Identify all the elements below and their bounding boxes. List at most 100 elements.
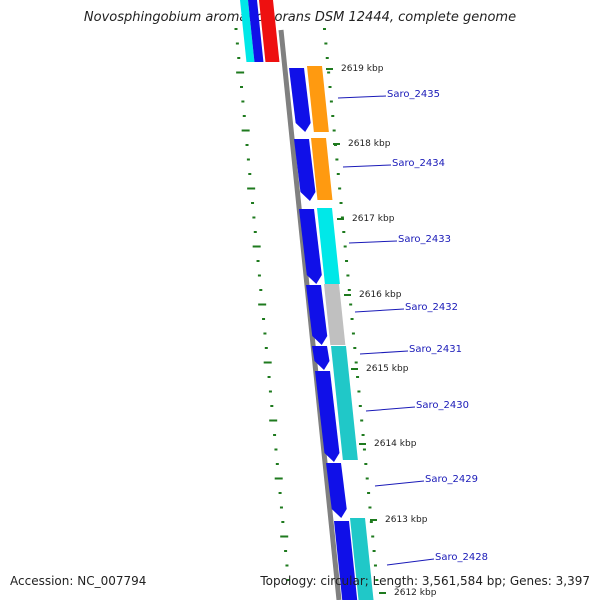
gc-dot: [353, 347, 357, 349]
tick-mark: [326, 68, 333, 70]
tick-mark: [370, 519, 377, 521]
gc-dot: [270, 405, 274, 407]
tick-label: 2619 kbp: [341, 64, 384, 74]
gc-dot: [240, 86, 244, 88]
gc-dot: [237, 57, 241, 59]
gc-dot: [246, 158, 250, 161]
gc-dot: [328, 86, 332, 88]
gc-dot: [354, 361, 358, 364]
gc-dot: [247, 187, 256, 190]
tick-mark: [344, 294, 351, 296]
tick-mark: [333, 143, 340, 145]
gc-dot: [268, 390, 272, 393]
cds-arrow: [312, 346, 330, 370]
gc-dot: [375, 579, 379, 581]
gc-dot: [362, 448, 366, 451]
gene-label: Saro_2431: [409, 344, 462, 355]
gc-dot: [349, 303, 353, 306]
gc-dot: [256, 260, 260, 262]
gc-dot: [356, 376, 360, 378]
gc-skew-track: [234, 28, 379, 581]
cds-arrow: [315, 371, 340, 462]
tick-label: 2613 kbp: [385, 515, 428, 525]
gene-label: Saro_2428: [435, 552, 488, 563]
gc-dot: [347, 289, 351, 291]
gc-dot: [248, 173, 252, 175]
gc-dot: [273, 434, 277, 436]
gc-dot: [236, 71, 245, 74]
gene-label: Saro_2435: [387, 89, 440, 100]
gc-dot: [279, 506, 283, 509]
cog-block: [307, 66, 329, 132]
cds-block: [248, 0, 264, 62]
cds-arrow: [294, 139, 316, 201]
gc-dot: [339, 202, 343, 204]
gc-dot: [242, 115, 246, 117]
cds-arrow: [306, 285, 328, 345]
gene-label-line: [337, 95, 387, 99]
gc-dot: [275, 463, 279, 465]
rna-block: [259, 0, 280, 62]
gc-dot: [263, 332, 267, 335]
tick-label: 2616 kbp: [359, 290, 402, 300]
gc-dot: [285, 564, 289, 567]
gc-dot: [332, 129, 336, 132]
gc-dot: [252, 216, 256, 219]
gc-dot: [257, 274, 261, 277]
cds-arrow: [289, 68, 311, 132]
cog-block: [324, 284, 346, 345]
gene-label-line: [365, 406, 416, 412]
gene-label: Saro_2429: [425, 474, 478, 485]
cds-block: [240, 0, 255, 62]
gc-dot: [259, 289, 263, 291]
gene-label-line: [348, 240, 398, 244]
gc-dot: [342, 231, 346, 233]
gc-dot: [253, 231, 257, 233]
gc-dot: [336, 173, 340, 175]
gc-dot: [365, 477, 369, 480]
gene-label-line: [374, 480, 425, 487]
gc-dot: [346, 274, 350, 277]
tick-mark: [359, 443, 366, 445]
gene-label-line: [342, 164, 392, 168]
accession-text: Accession: NC_007794: [10, 574, 147, 588]
gc-dot: [234, 28, 238, 30]
tick-marks: 2619 kbp 2618 kbp 2617 kbp 2616 kbp 2615 kbp…: [326, 64, 437, 598]
gc-dot: [274, 477, 283, 480]
tick-mark: [379, 592, 386, 594]
gc-dot: [357, 390, 361, 393]
gene-label: Saro_2434: [392, 158, 445, 169]
gene-label: Saro_2433: [398, 234, 451, 245]
gc-dot: [371, 535, 375, 538]
map-title: Novosphingobium aromaticivorans DSM 1244…: [83, 10, 517, 25]
gc-dot: [335, 158, 339, 161]
tick-label: 2614 kbp: [374, 439, 417, 449]
gc-dot: [338, 187, 342, 190]
cog-block: [317, 208, 340, 284]
tick-mark: [351, 368, 358, 370]
gc-dot: [241, 129, 250, 132]
gc-dot: [262, 318, 266, 320]
gc-dot: [364, 463, 368, 465]
gc-dot: [340, 216, 344, 219]
gc-dot: [373, 564, 377, 567]
gc-dot: [324, 42, 328, 45]
cog-block: [311, 138, 333, 200]
gc-dot: [360, 419, 364, 422]
tick-label: 2618 kbp: [348, 139, 391, 149]
gc-dot: [343, 245, 347, 248]
gc-dot: [367, 492, 371, 494]
gc-dot: [286, 579, 290, 581]
gc-dot: [235, 42, 239, 45]
gc-dot: [274, 448, 278, 451]
gene-label: Saro_2432: [405, 302, 458, 313]
gene-label-line: [359, 350, 409, 355]
gene-label-line: [386, 558, 435, 566]
gc-dot: [327, 71, 331, 74]
gc-dot: [345, 260, 349, 262]
gc-dot: [358, 405, 362, 407]
gc-dot: [351, 332, 355, 335]
gc-dot: [252, 245, 261, 248]
gc-dot: [329, 100, 333, 103]
gc-dot: [258, 303, 267, 306]
